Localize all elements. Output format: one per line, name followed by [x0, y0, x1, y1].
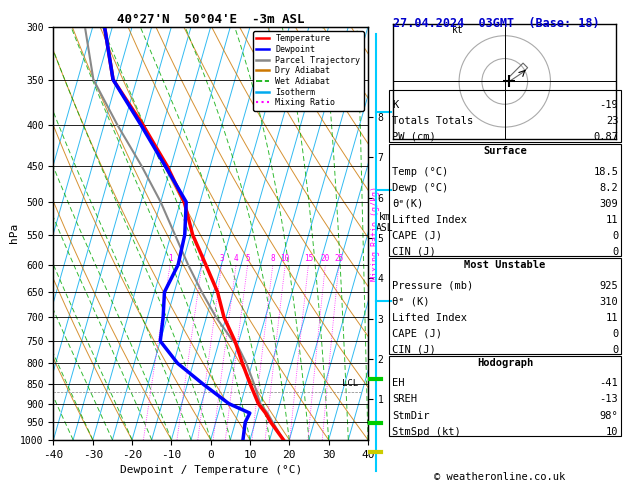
Text: 0: 0 [612, 329, 618, 339]
Text: CIN (J): CIN (J) [392, 345, 436, 355]
Text: 0: 0 [612, 247, 618, 257]
Text: θᵉ (K): θᵉ (K) [392, 296, 430, 307]
Text: -41: -41 [599, 379, 618, 388]
Text: 11: 11 [606, 312, 618, 323]
Title: 40°27'N  50°04'E  -3m ASL: 40°27'N 50°04'E -3m ASL [117, 13, 304, 26]
Text: CIN (J): CIN (J) [392, 247, 436, 257]
Legend: Temperature, Dewpoint, Parcel Trajectory, Dry Adiabat, Wet Adiabat, Isotherm, Mi: Temperature, Dewpoint, Parcel Trajectory… [253, 31, 364, 110]
Text: PW (cm): PW (cm) [392, 132, 436, 142]
Text: kt: kt [452, 25, 464, 35]
Text: 18.5: 18.5 [593, 167, 618, 176]
Text: Pressure (mb): Pressure (mb) [392, 280, 473, 291]
Text: 8: 8 [270, 254, 275, 263]
Text: Most Unstable: Most Unstable [464, 260, 546, 270]
Text: 10: 10 [606, 427, 618, 436]
Text: 27.04.2024  03GMT  (Base: 18): 27.04.2024 03GMT (Base: 18) [393, 17, 599, 30]
Text: 2: 2 [199, 254, 204, 263]
Text: 925: 925 [599, 280, 618, 291]
Text: CAPE (J): CAPE (J) [392, 329, 442, 339]
Text: 309: 309 [599, 199, 618, 208]
Text: CAPE (J): CAPE (J) [392, 231, 442, 241]
Text: 98°: 98° [599, 411, 618, 420]
Text: -19: -19 [599, 100, 618, 110]
Text: 1: 1 [168, 254, 172, 263]
Text: 4: 4 [234, 254, 238, 263]
Text: Lifted Index: Lifted Index [392, 312, 467, 323]
Y-axis label: km
ASL: km ASL [376, 212, 394, 233]
Y-axis label: hPa: hPa [9, 223, 19, 243]
Text: EH: EH [392, 379, 404, 388]
Text: 3: 3 [220, 254, 224, 263]
Text: K: K [392, 100, 398, 110]
Text: Totals Totals: Totals Totals [392, 116, 473, 126]
Text: 8.2: 8.2 [599, 183, 618, 192]
Text: Mixing Ratio (g/kg): Mixing Ratio (g/kg) [371, 186, 380, 281]
Text: StmSpd (kt): StmSpd (kt) [392, 427, 460, 436]
Text: 0.87: 0.87 [593, 132, 618, 142]
Text: Hodograph: Hodograph [477, 358, 533, 367]
Text: © weatheronline.co.uk: © weatheronline.co.uk [435, 472, 565, 482]
Text: StmDir: StmDir [392, 411, 430, 420]
Text: 5: 5 [245, 254, 250, 263]
Text: 310: 310 [599, 296, 618, 307]
Text: 15: 15 [304, 254, 313, 263]
Text: Dewp (°C): Dewp (°C) [392, 183, 448, 192]
X-axis label: Dewpoint / Temperature (°C): Dewpoint / Temperature (°C) [120, 465, 302, 475]
Text: 11: 11 [606, 215, 618, 225]
Text: 25: 25 [334, 254, 343, 263]
Text: SREH: SREH [392, 395, 417, 404]
Text: -13: -13 [599, 395, 618, 404]
Text: Surface: Surface [483, 146, 527, 156]
Text: 20: 20 [321, 254, 330, 263]
Text: 0: 0 [612, 345, 618, 355]
Text: θᵉ(K): θᵉ(K) [392, 199, 423, 208]
Text: 10: 10 [281, 254, 290, 263]
Text: Temp (°C): Temp (°C) [392, 167, 448, 176]
Text: LCL: LCL [342, 379, 359, 388]
Text: 0: 0 [612, 231, 618, 241]
Text: 23: 23 [606, 116, 618, 126]
Text: Lifted Index: Lifted Index [392, 215, 467, 225]
